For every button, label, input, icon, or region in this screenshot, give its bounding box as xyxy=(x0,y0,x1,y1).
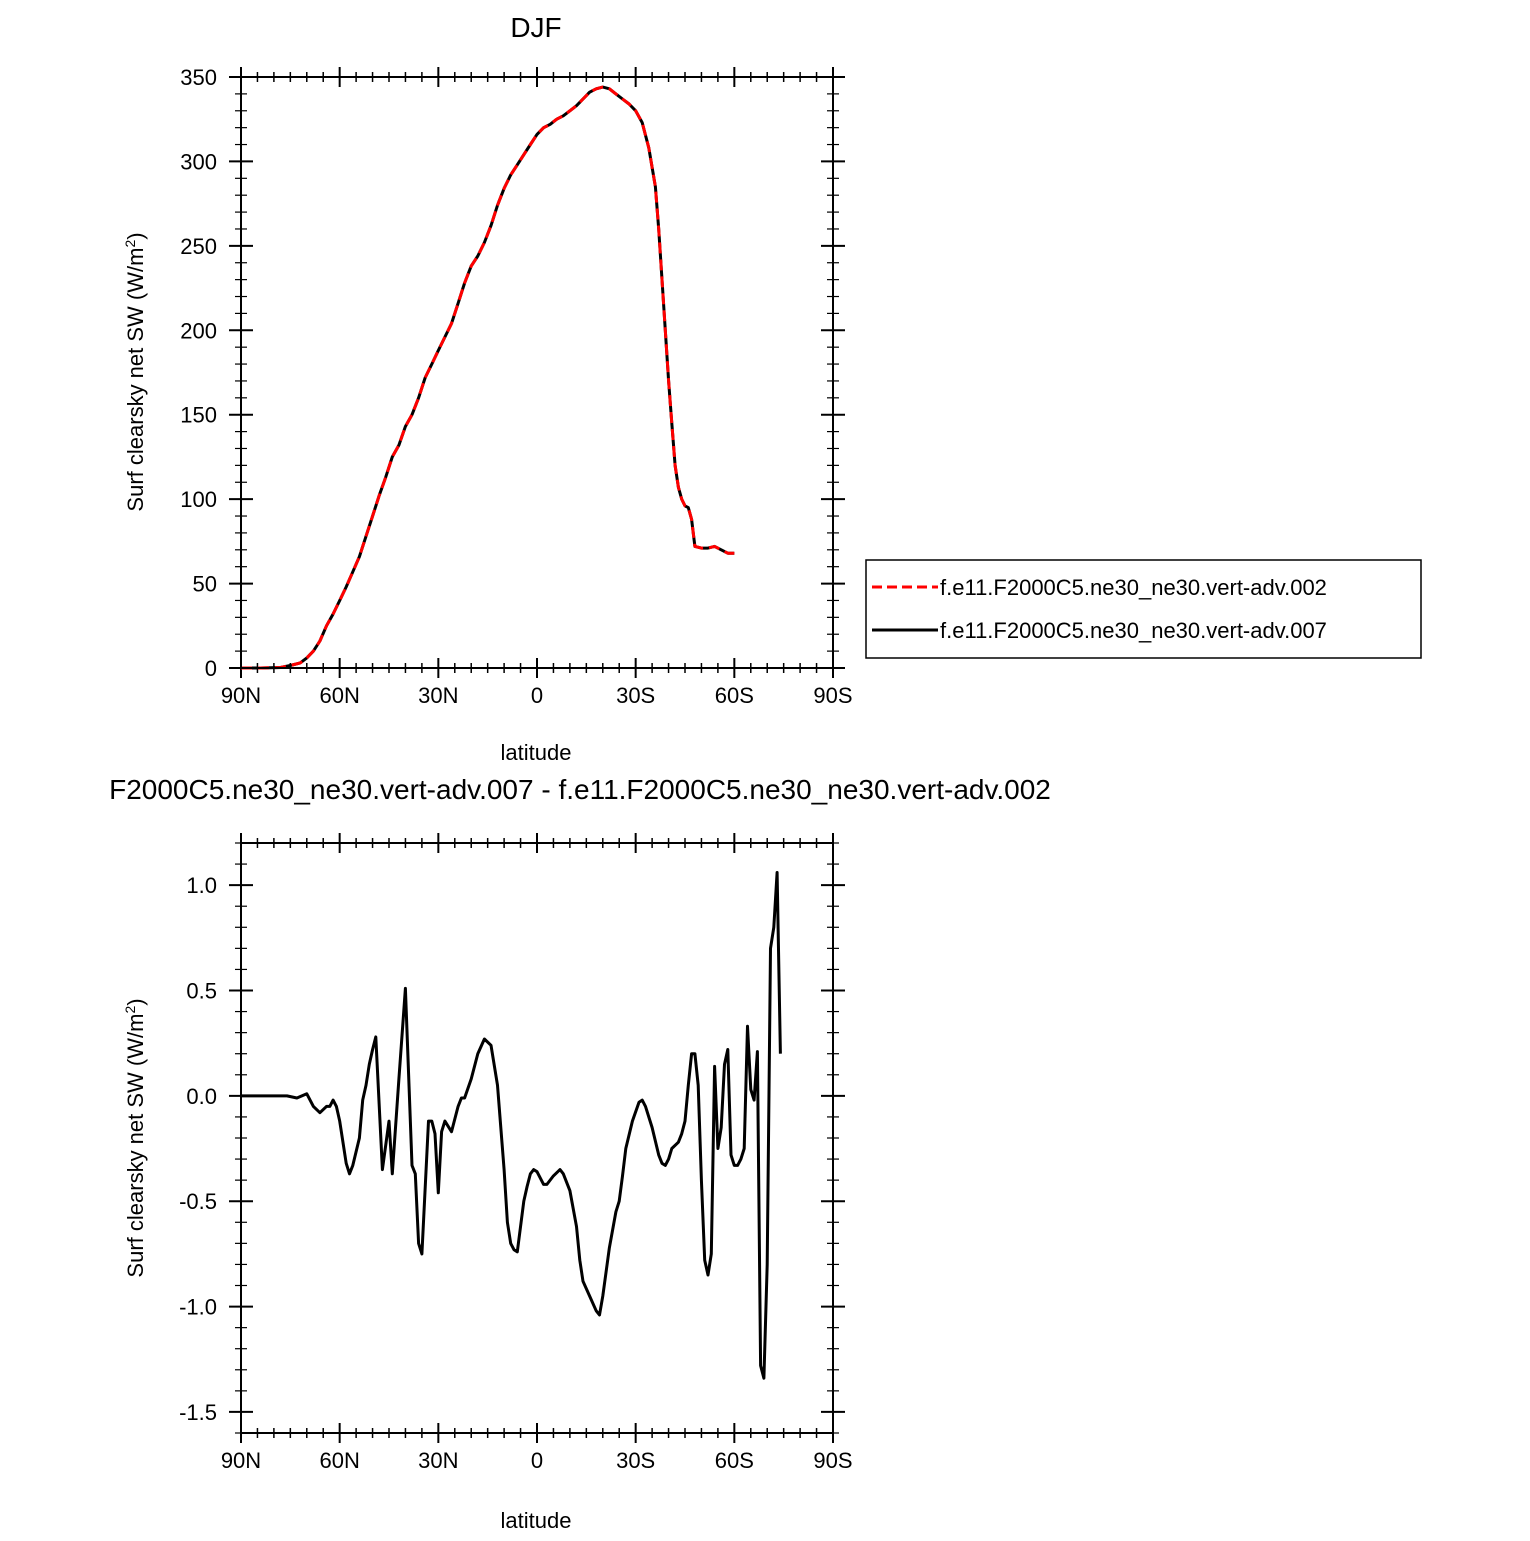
x-tick-label: 0 xyxy=(531,683,543,708)
top-chart-title: DJF xyxy=(510,12,561,43)
top-plot-frame xyxy=(240,76,834,669)
y-tick-label: -1.0 xyxy=(179,1295,217,1320)
y-tick-label: -1.5 xyxy=(179,1400,217,1425)
y-tick-label: 200 xyxy=(180,318,217,343)
series-line-0 xyxy=(241,871,782,1380)
x-tick-label: 90S xyxy=(813,683,852,708)
x-tick-label: 30N xyxy=(418,683,458,708)
bottom-panel: F2000C5.ne30_ne30.vert-adv.007 - f.e11.F… xyxy=(109,774,1051,1533)
top-panel: DJF 90N 60N 30N 0 30S 60S 90S 0 50 100 150 200 250 30… xyxy=(122,12,853,765)
legend-box xyxy=(865,559,1422,659)
y-tick-label: 150 xyxy=(180,403,217,428)
x-tick-label: 60S xyxy=(715,1448,754,1473)
bottom-axis-ticks xyxy=(229,833,845,1443)
y-tick-label: 50 xyxy=(193,572,217,597)
y-tick-label: 100 xyxy=(180,487,217,512)
bottom-series-lines xyxy=(241,871,782,1380)
x-tick-label: 30S xyxy=(616,1448,655,1473)
bottom-y-axis-label: Surf clearsky net SW (W/m2) xyxy=(122,998,148,1277)
x-tick-label: 60N xyxy=(319,683,359,708)
y-tick-label: 1.0 xyxy=(186,873,217,898)
bottom-x-axis-label: latitude xyxy=(501,1508,572,1533)
bottom-plot-frame xyxy=(240,842,834,1434)
x-tick-label: 60N xyxy=(319,1448,359,1473)
x-tick-label: 90S xyxy=(813,1448,852,1473)
series-line-1 xyxy=(241,85,735,670)
x-tick-label: 90N xyxy=(221,1448,261,1473)
top-series-lines xyxy=(241,85,735,670)
x-tick-label: 90N xyxy=(221,683,261,708)
bottom-chart-title: F2000C5.ne30_ne30.vert-adv.007 - f.e11.F… xyxy=(109,774,1051,805)
legend-label-002: f.e11.F2000C5.ne30_ne30.vert-adv.002 xyxy=(940,575,1327,600)
x-tick-label: 0 xyxy=(531,1448,543,1473)
legend: f.e11.F2000C5.ne30_ne30.vert-adv.002 f.e… xyxy=(865,559,1422,659)
x-tick-label: 60S xyxy=(715,683,754,708)
y-tick-label: 0.0 xyxy=(186,1084,217,1109)
legend-label-007: f.e11.F2000C5.ne30_ne30.vert-adv.007 xyxy=(940,618,1327,643)
top-axis-ticks xyxy=(229,67,845,678)
series-line-0 xyxy=(241,85,735,670)
y-tick-label: 0.5 xyxy=(186,979,217,1004)
top-x-axis-label: latitude xyxy=(501,740,572,765)
y-tick-label: 250 xyxy=(180,234,217,259)
bottom-tick-labels: 90N 60N 30N 0 30S 60S 90S 1.0 0.5 0.0 -0.5 -1.0 -1.5 xyxy=(179,873,853,1473)
top-tick-labels: 90N 60N 30N 0 30S 60S 90S 0 50 100 150 200 250 300 350 xyxy=(180,65,852,708)
y-tick-label: 300 xyxy=(180,149,217,174)
x-tick-label: 30N xyxy=(418,1448,458,1473)
y-tick-label: 350 xyxy=(180,65,217,90)
y-tick-label: -0.5 xyxy=(179,1189,217,1214)
y-tick-label: 0 xyxy=(205,656,217,681)
top-y-axis-label: Surf clearsky net SW (W/m2) xyxy=(122,232,148,511)
x-tick-label: 30S xyxy=(616,683,655,708)
